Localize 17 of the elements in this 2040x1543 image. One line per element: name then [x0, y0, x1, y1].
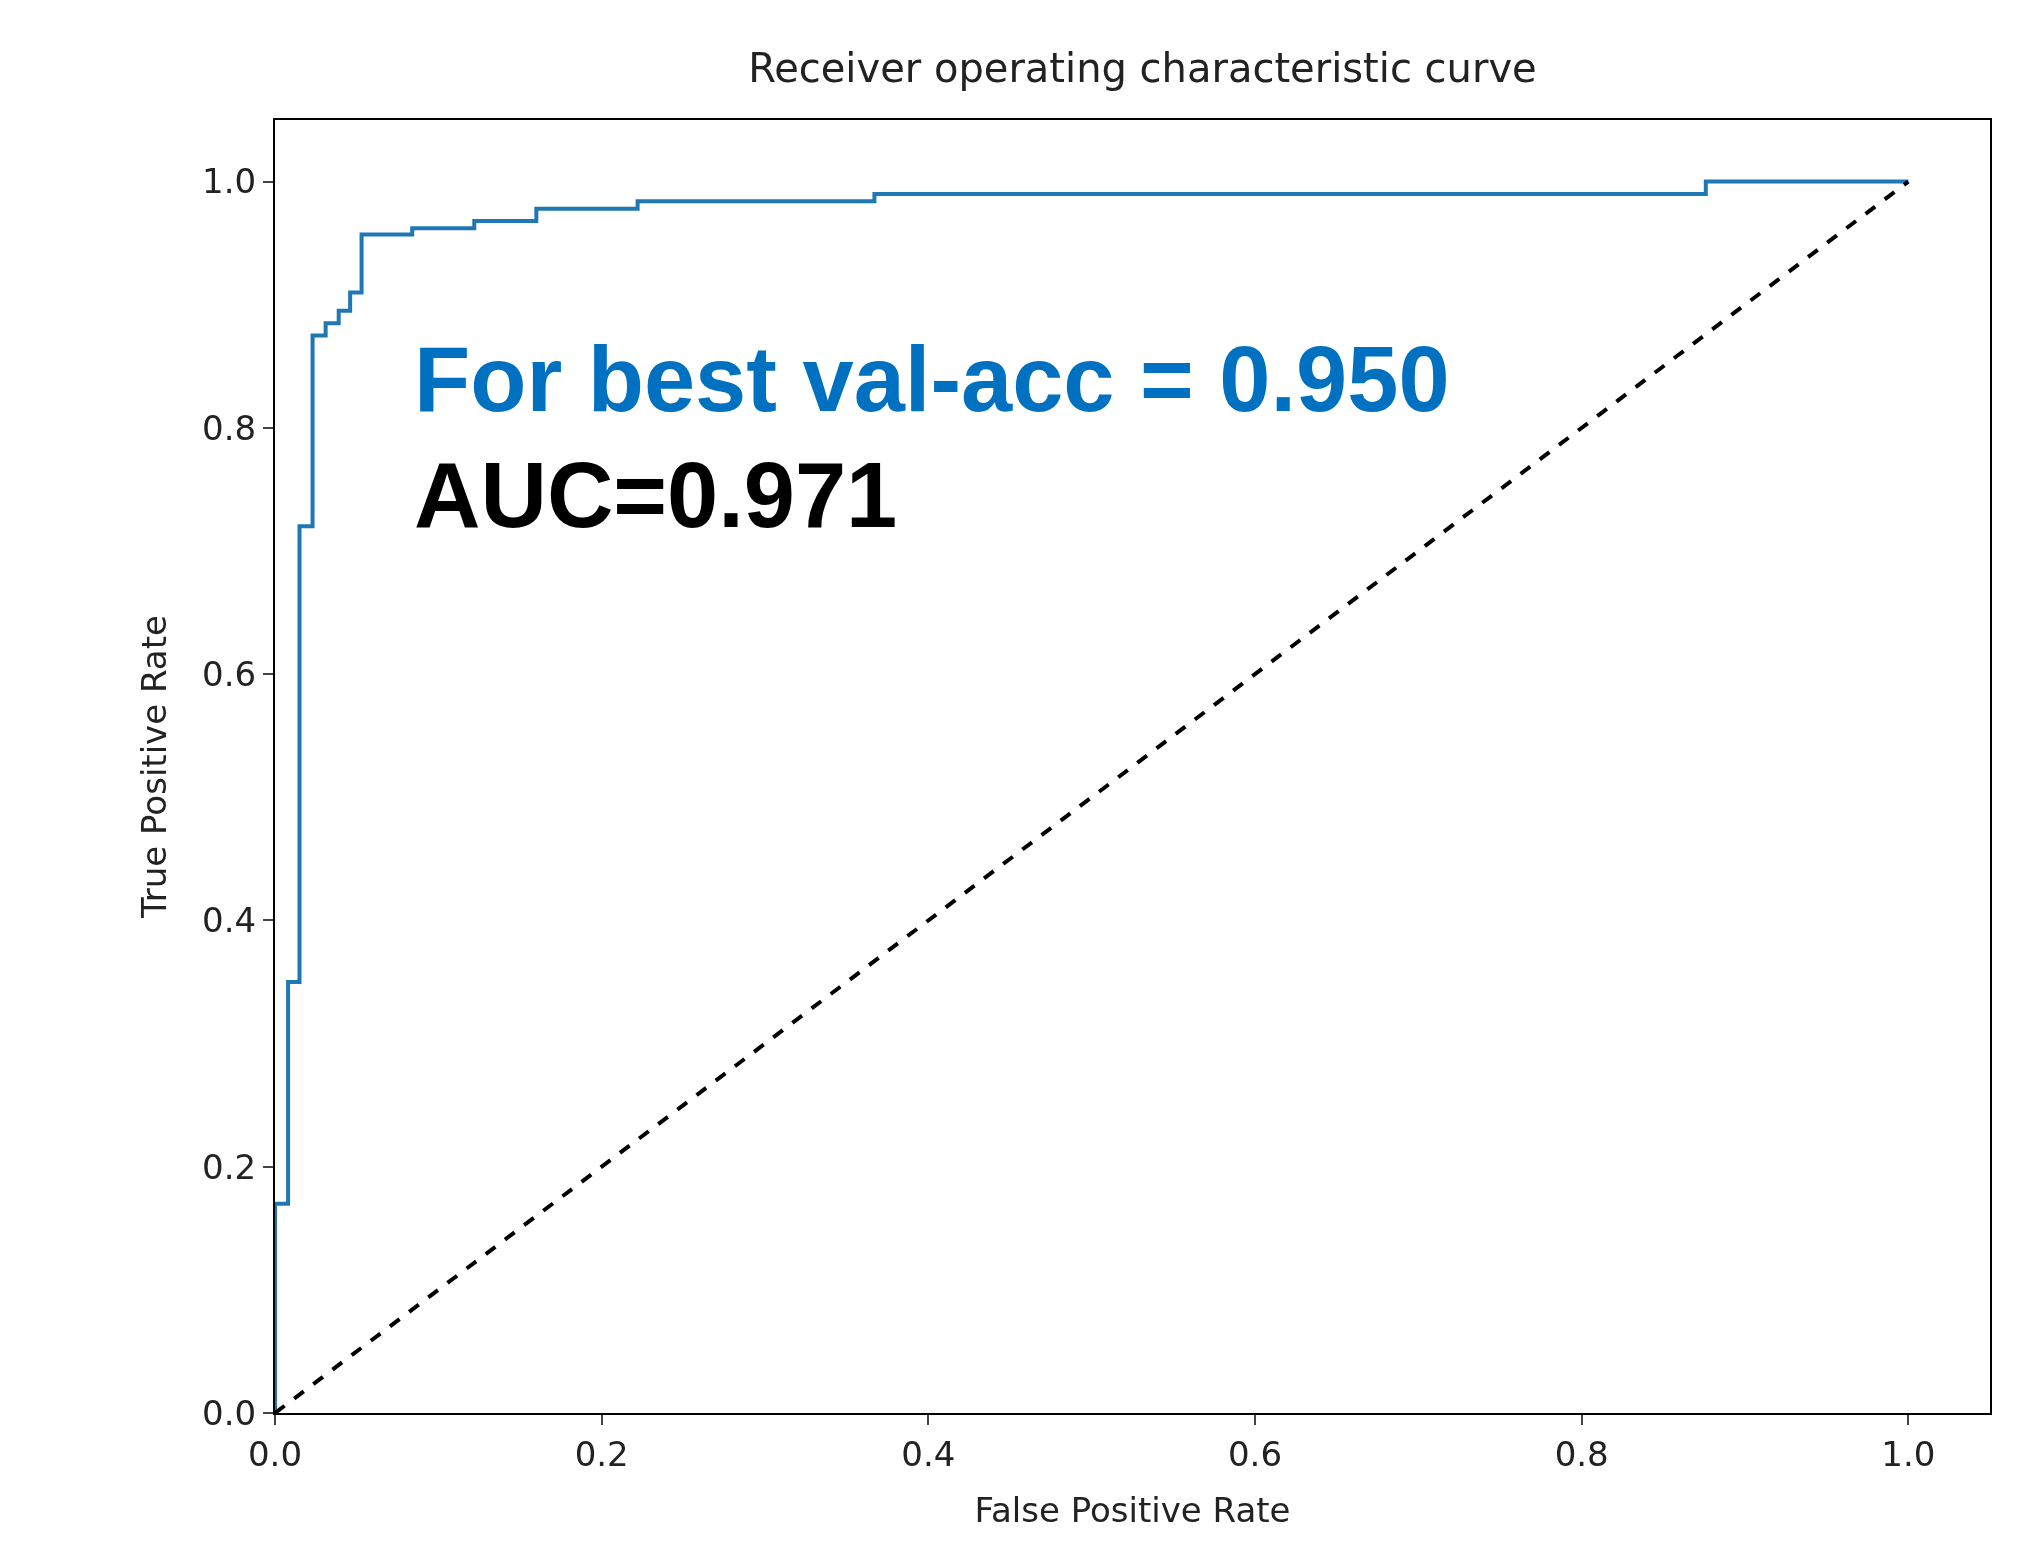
x-tick-label: 0.4: [901, 1433, 956, 1474]
chart-title: Receiver operating characteristic curve: [748, 45, 1537, 92]
x-tick-label: 0.2: [574, 1433, 629, 1474]
y-tick-label: 0.4: [202, 900, 257, 941]
annotation: For best val-acc = 0.950: [414, 328, 1450, 430]
x-axis-title: False Positive Rate: [974, 1489, 1291, 1530]
x-tick-label: 0.0: [247, 1433, 303, 1474]
y-axis-title: True Positive Rate: [134, 615, 175, 919]
y-tick-label: 0.2: [202, 1146, 257, 1187]
y-tick-label: 1.0: [202, 161, 257, 202]
x-tick-label: 1.0: [1881, 1433, 1936, 1474]
y-tick-label: 0.8: [202, 407, 257, 448]
x-tick-label: 0.6: [1227, 1433, 1283, 1474]
x-tick-label: 0.8: [1554, 1433, 1609, 1474]
annotation: AUC=0.971: [414, 444, 898, 546]
y-tick-label: 0.6: [202, 654, 257, 695]
y-tick-label: 0.0: [202, 1392, 257, 1433]
